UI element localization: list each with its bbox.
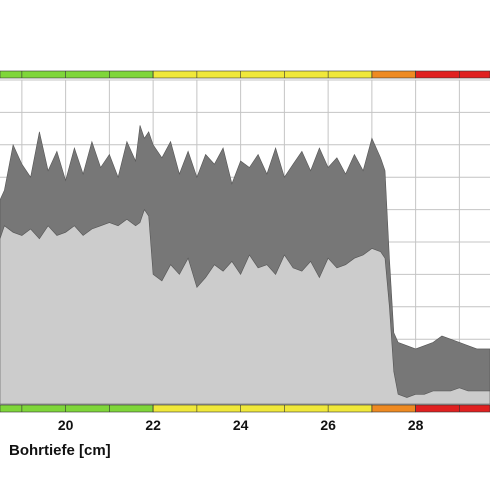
zone-bar-bottom	[0, 404, 154, 413]
x-tick-label: 22	[145, 417, 161, 433]
area-series	[0, 208, 490, 405]
zone-bar-bottom	[152, 404, 373, 413]
zone-bar-top	[415, 70, 490, 79]
zone-bar-bottom	[415, 404, 490, 413]
x-tick-label: 28	[408, 417, 424, 433]
area-layer	[0, 125, 490, 405]
tick-layer: 20 22 24 26 28	[21, 71, 460, 433]
zone-bar-top	[371, 70, 416, 79]
x-axis-label: Bohrtiefe [cm]	[9, 442, 111, 459]
zone-bar-top	[152, 70, 373, 79]
zone-bar-bottom	[371, 404, 416, 413]
zone-bar-top	[0, 70, 154, 79]
x-tick-label: 24	[233, 417, 249, 433]
x-tick-label: 26	[320, 417, 336, 433]
x-tick-label: 20	[58, 417, 74, 433]
